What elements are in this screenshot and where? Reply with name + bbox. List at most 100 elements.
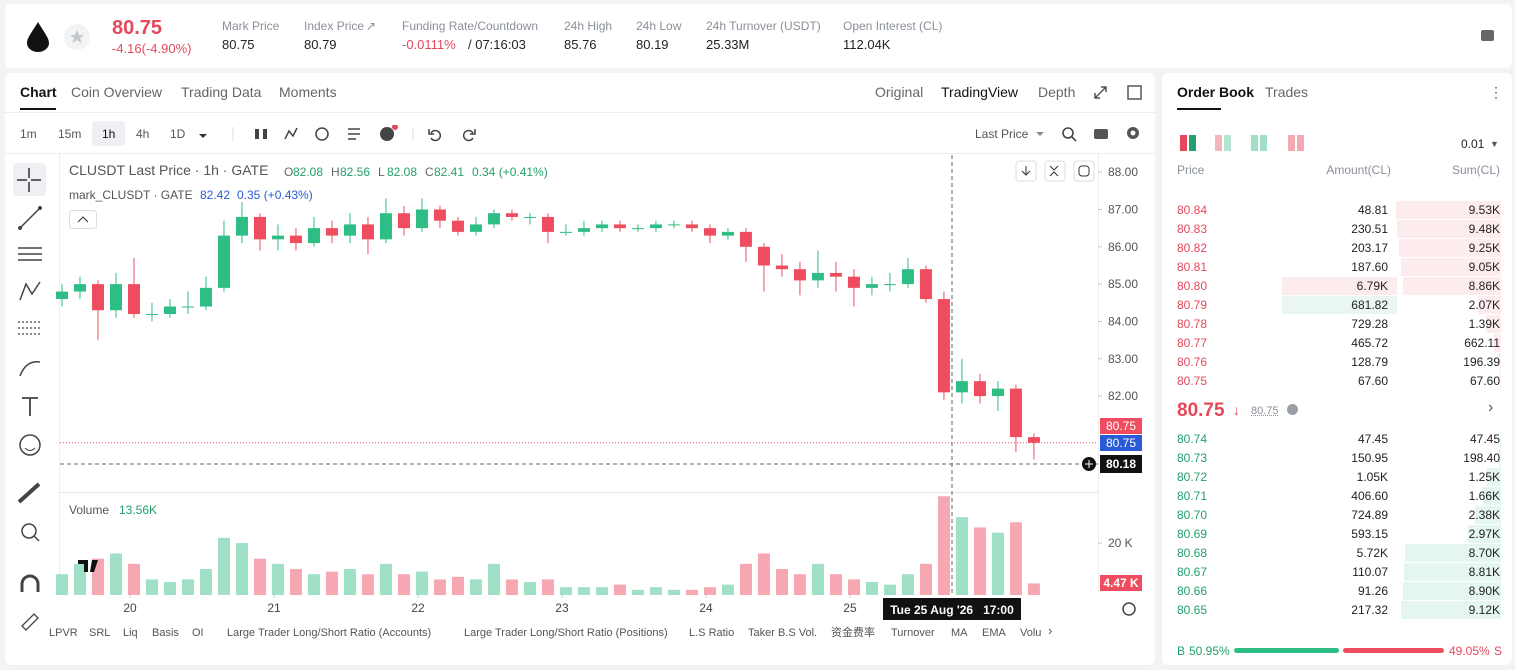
book-sum: 8.86K xyxy=(1468,279,1500,293)
amount-bar xyxy=(1282,277,1397,295)
interval[interactable]: 1D xyxy=(170,127,186,141)
book-amount: 465.72 xyxy=(1351,336,1388,350)
indicator[interactable]: MA xyxy=(951,627,968,639)
volume-bar xyxy=(667,589,680,595)
tab[interactable]: Chart xyxy=(20,84,57,100)
indicator[interactable]: Liq xyxy=(123,627,138,639)
view-option[interactable]: Original xyxy=(875,84,924,100)
book-sum: 47.45 xyxy=(1469,432,1500,446)
stat-value: 112.04K xyxy=(843,37,891,52)
interval[interactable]: 15m xyxy=(58,127,82,141)
depth-bar xyxy=(1486,315,1501,333)
indicator[interactable]: Taker B.S Vol. xyxy=(748,627,818,639)
indicator[interactable]: EMA xyxy=(982,627,1006,639)
caret: ▼ xyxy=(1490,139,1499,149)
coin-icon xyxy=(27,22,49,52)
precision[interactable]: 0.01 xyxy=(1461,137,1485,151)
depth-bar xyxy=(1403,582,1501,600)
divider xyxy=(59,153,60,593)
ohlc-key: L xyxy=(378,165,385,179)
candle-body xyxy=(1009,388,1022,438)
y-tick-label: 86.00 xyxy=(1108,240,1138,254)
candle-body xyxy=(703,228,716,236)
candle-body xyxy=(865,284,878,288)
book-sum: 8.90K xyxy=(1468,584,1500,598)
book-price: 80.71 xyxy=(1177,489,1208,503)
book-icon[interactable] xyxy=(1478,27,1498,45)
y-tick-label: 20 K xyxy=(1108,536,1133,550)
layout-icon xyxy=(1180,135,1187,151)
depth-bar xyxy=(1478,296,1501,314)
book-sum: 9.53K xyxy=(1468,203,1500,217)
indicator[interactable]: OI xyxy=(192,627,204,639)
volume-bar xyxy=(163,582,176,595)
y-tick-label: 82.00 xyxy=(1108,389,1138,403)
book-amount: 593.15 xyxy=(1351,527,1388,541)
indicator[interactable]: LPVR xyxy=(49,627,78,639)
volume-bar xyxy=(271,563,284,595)
shield-icon xyxy=(1287,404,1298,415)
candle-body xyxy=(919,269,932,300)
tab[interactable]: Coin Overview xyxy=(71,84,163,100)
view-option[interactable]: Depth xyxy=(1038,84,1076,100)
depth-bar xyxy=(1399,239,1501,257)
indicator[interactable]: Basis xyxy=(152,627,179,639)
candle-body xyxy=(559,231,572,233)
candle-body xyxy=(433,209,446,221)
candle-body xyxy=(667,224,680,226)
book-tab[interactable]: Trades xyxy=(1265,84,1309,100)
chart-title: CLUSDT Last Price · 1h · GATE xyxy=(69,162,269,178)
depth-bar xyxy=(1403,277,1501,295)
y-tick-label: 84.00 xyxy=(1108,314,1138,328)
candle-body xyxy=(271,235,284,240)
indicator[interactable]: Volu xyxy=(1020,627,1042,639)
candle-body xyxy=(199,287,212,307)
candle-body xyxy=(181,306,194,308)
volume-bar xyxy=(793,574,806,595)
candle-body xyxy=(415,209,428,229)
indicator[interactable]: 资金费率 xyxy=(831,627,875,639)
favorite-button[interactable] xyxy=(63,23,91,51)
tab[interactable]: Moments xyxy=(279,84,337,100)
last-volume-box xyxy=(1100,575,1142,591)
volume-bar xyxy=(649,587,662,595)
price-type[interactable]: Last Price xyxy=(975,127,1029,141)
depth-bar xyxy=(1500,430,1501,448)
tab[interactable]: Trading Data xyxy=(181,84,262,100)
volume-bar xyxy=(217,537,230,595)
interval[interactable]: 1m xyxy=(20,127,37,141)
divider xyxy=(5,153,1155,154)
indicator[interactable]: Turnover xyxy=(891,627,935,639)
volume-bar xyxy=(451,576,464,595)
view-option[interactable]: TradingView xyxy=(941,84,1019,100)
volume-bar xyxy=(811,563,824,595)
chart-tools xyxy=(1036,127,1139,142)
y-tick-label: 87.00 xyxy=(1108,202,1138,216)
collapse-button[interactable] xyxy=(69,210,97,230)
book-sum: 9.48K xyxy=(1468,222,1500,236)
settings-icon xyxy=(1122,602,1136,616)
add-icon xyxy=(1085,460,1093,468)
crosshair-time-box xyxy=(883,598,1021,620)
volume-bar xyxy=(991,532,1004,595)
interval[interactable]: 1h xyxy=(102,127,116,141)
crosshair-price: 80.18 xyxy=(1106,457,1136,471)
indicator[interactable]: Large Trader Long/Short Ratio (Positions… xyxy=(464,627,668,639)
book-mark: 80.75 xyxy=(1251,405,1279,417)
indicator[interactable]: L.S Ratio xyxy=(689,627,735,639)
book-tab[interactable]: Order Book xyxy=(1177,84,1255,100)
stat-value: 25.33M xyxy=(706,37,750,52)
interval[interactable]: 4h xyxy=(136,127,150,141)
book-sum: 2.38K xyxy=(1468,508,1500,522)
indicator[interactable]: Large Trader Long/Short Ratio (Accounts) xyxy=(227,627,432,639)
volume-bar xyxy=(757,553,770,595)
candle-body xyxy=(451,220,464,232)
book-price: 80.82 xyxy=(1177,241,1208,255)
tv-logo xyxy=(78,560,98,572)
book-sum: 196.39 xyxy=(1463,355,1500,369)
stat-label: Mark Price xyxy=(222,19,280,33)
candle-body xyxy=(685,224,698,229)
mark-price-label: 80.75 xyxy=(1106,436,1136,450)
indicator[interactable]: SRL xyxy=(89,627,111,639)
